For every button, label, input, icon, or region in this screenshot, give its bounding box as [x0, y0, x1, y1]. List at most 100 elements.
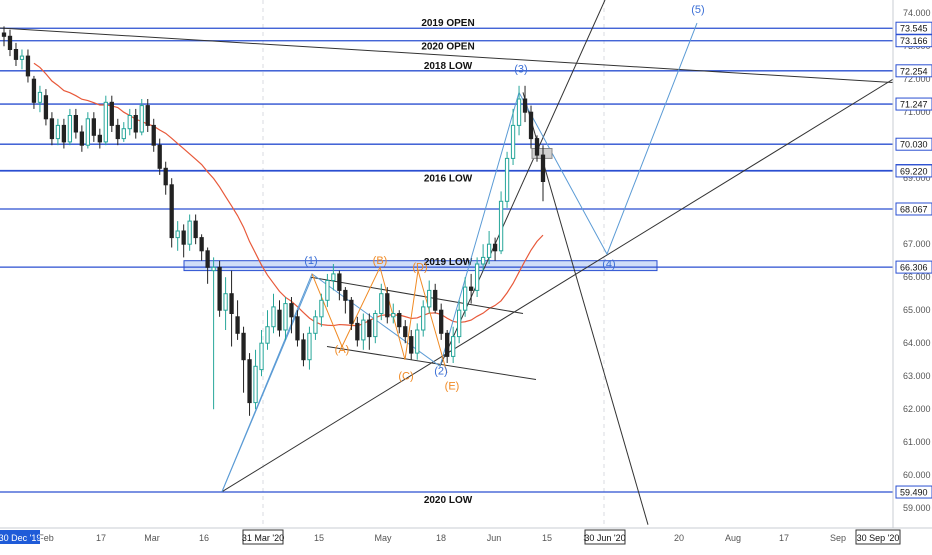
- price-label: 73.166: [900, 36, 928, 46]
- impulse-trendline: [439, 0, 606, 367]
- candle-body: [181, 230, 186, 245]
- candle-body: [540, 154, 546, 183]
- candle-body: [355, 322, 360, 341]
- candle-body: [349, 299, 354, 324]
- y-tick-label: 74.000: [903, 8, 931, 18]
- candle-body: [451, 336, 456, 357]
- y-tick-label: 63.000: [903, 371, 931, 381]
- candle-body: [199, 237, 204, 252]
- x-tick-label: Aug: [725, 533, 741, 543]
- x-tick-label-boxed: 30 Jun '20: [584, 533, 625, 543]
- candle-body: [307, 332, 312, 361]
- candle-body: [331, 273, 336, 281]
- candle-body: [175, 230, 180, 239]
- candle-body: [403, 326, 408, 338]
- x-tick-label: 15: [314, 533, 324, 543]
- price-label-box: [895, 202, 932, 216]
- candle-body: [385, 293, 390, 318]
- start-date-box: [0, 530, 40, 544]
- x-tick-label: Feb: [38, 533, 54, 543]
- x-tick-label: 16: [199, 533, 209, 543]
- y-tick-label: 71.000: [903, 107, 931, 117]
- candle-body: [169, 184, 174, 239]
- resistance-zone: [183, 260, 658, 272]
- candle-body: [445, 332, 450, 357]
- y-tick-label: 62.000: [903, 404, 931, 414]
- x-tick-label: 17: [779, 533, 789, 543]
- candle-body: [217, 266, 222, 311]
- wave-label: (2): [434, 366, 447, 378]
- candle-body: [457, 309, 462, 338]
- candle-body: [409, 336, 414, 354]
- wave-label: (C): [398, 371, 413, 383]
- x-tick-label: Mar: [144, 533, 160, 543]
- price-label-box: [895, 64, 932, 78]
- candle-body: [67, 115, 73, 143]
- wave-label: (5): [691, 4, 704, 16]
- candle-body: [133, 115, 138, 133]
- level-label: 2016 LOW: [424, 174, 473, 185]
- x-tick-label: 20: [674, 533, 684, 543]
- price-label-box: [895, 34, 932, 48]
- candle-body: [277, 309, 282, 331]
- triangle-lower-line: [326, 346, 537, 380]
- candle-body: [37, 91, 43, 103]
- candle-body: [361, 319, 366, 341]
- wave-label: (1): [304, 255, 317, 267]
- y-tick-label: 61.000: [903, 437, 931, 447]
- candle-body: [43, 95, 49, 120]
- candle-body: [480, 256, 486, 265]
- price-label-box: [895, 97, 932, 111]
- candle-body: [55, 124, 61, 140]
- start-date-label: 30 Dec '19: [0, 533, 41, 543]
- wave-label: (D): [412, 262, 427, 274]
- candle-body: [247, 359, 252, 404]
- candle-body: [241, 332, 246, 361]
- candle-body: [85, 118, 90, 146]
- candle-body: [271, 306, 276, 328]
- candle-body: [253, 365, 258, 404]
- candle-body: [397, 313, 402, 328]
- grid-date-box: [242, 529, 284, 545]
- candle-body: [439, 309, 444, 334]
- candles-layer: [1, 26, 546, 416]
- candle-body: [301, 339, 306, 361]
- candle-body: [31, 78, 37, 103]
- level-label: 2020 OPEN: [421, 42, 474, 53]
- x-tick-label-boxed: 31 Mar '20: [242, 533, 284, 543]
- candle-body: [433, 289, 438, 311]
- candle-body: [151, 124, 156, 146]
- candle-body: [1, 32, 7, 37]
- trendline-layer: [0, 0, 894, 525]
- candle-body: [97, 134, 102, 143]
- wave-label: (E): [445, 380, 460, 392]
- candle-body: [139, 105, 144, 133]
- price-label: 68.067: [900, 204, 928, 214]
- waves-layer: (1) (2) (3) (4) (5) (A) (B) (C) (D) (E): [304, 4, 704, 392]
- x-tick-label: Jun: [487, 533, 502, 543]
- candle-body: [421, 306, 426, 331]
- candle-body: [391, 313, 396, 318]
- candle-body: [79, 131, 85, 146]
- candle-body: [492, 243, 498, 252]
- x-tick-label: May: [374, 533, 392, 543]
- candle-body: [127, 115, 132, 130]
- candle-body: [468, 286, 474, 291]
- candle-body: [289, 303, 294, 318]
- candle-body: [337, 273, 342, 291]
- price-label: 66.306: [900, 263, 928, 273]
- candle-body: [259, 342, 264, 371]
- candle-body: [229, 293, 234, 315]
- y-tick-label: 66.000: [903, 272, 931, 282]
- candle-body: [61, 124, 67, 143]
- level-label: 2019 OPEN: [421, 18, 474, 29]
- candle-body: [187, 220, 192, 245]
- candle-body: [7, 35, 13, 50]
- candle-body: [325, 280, 330, 301]
- end-date-box: [855, 529, 901, 545]
- candle-body: [516, 98, 522, 126]
- triangle-upper-line: [310, 276, 524, 314]
- y-tick-label: 69.000: [903, 173, 931, 183]
